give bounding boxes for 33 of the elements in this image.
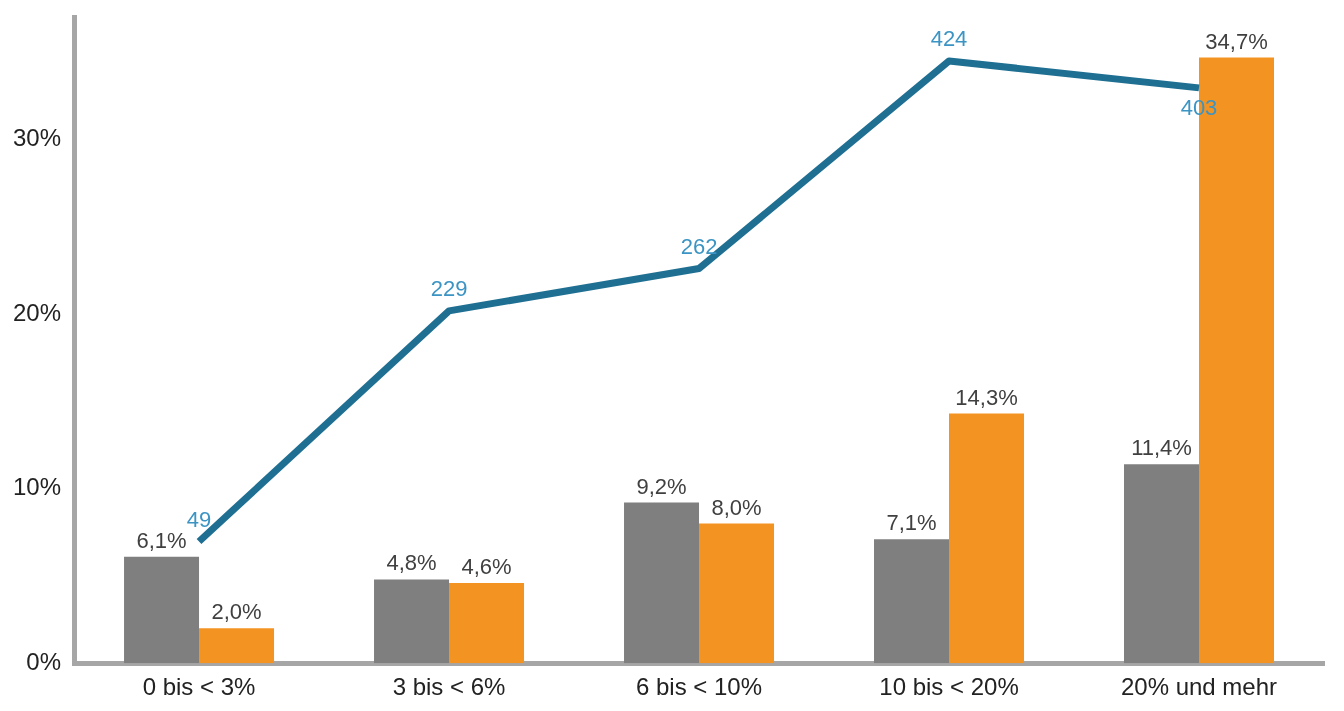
y-tick-label: 0% [26,647,62,675]
bar [124,556,200,664]
data-label: 6,1% [136,527,187,553]
data-label: 424 [930,26,968,52]
bar [624,502,700,664]
x-tick-label: 10 bis < 20% [879,673,1019,701]
x-tick-label: 20% und mehr [1120,673,1278,701]
bar [199,628,275,664]
data-label: 34,7% [1205,28,1268,54]
x-tick-label: 0 bis < 3% [142,673,256,701]
x-tick-label: 3 bis < 6% [392,673,506,701]
data-label: 14,3% [955,384,1018,410]
data-label: 403 [1180,94,1218,120]
data-label: 4,8% [386,550,437,576]
data-label: 229 [430,275,468,301]
bar [449,582,525,664]
bar [374,579,450,664]
x-tick-label: 6 bis < 10% [635,673,763,701]
data-label: 49 [186,506,212,532]
bar [874,539,950,664]
data-label: 8,0% [711,494,762,520]
data-label: 7,1% [886,510,937,536]
bar [1124,464,1199,664]
data-label: 2,0% [211,599,262,625]
y-tick-label: 20% [12,298,62,326]
data-label: 9,2% [636,473,687,499]
bar [949,413,1025,664]
y-tick-label: 10% [12,473,62,501]
y-tick-label: 30% [12,124,62,152]
data-label: 4,6% [461,553,512,579]
data-label: 262 [680,233,718,259]
data-label: 11,4% [1131,435,1192,461]
bar [699,523,775,664]
